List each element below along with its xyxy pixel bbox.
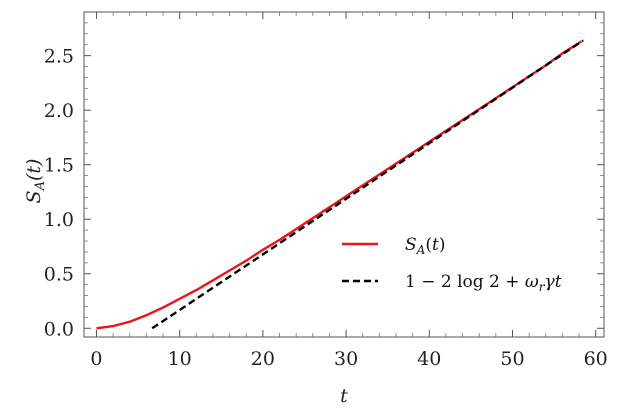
- x-axis-label: t: [340, 385, 348, 407]
- legend-label-sa: SA(t): [405, 235, 445, 257]
- plot-frame: [83, 11, 605, 338]
- axis-ticks: [84, 12, 604, 337]
- x-tick-label: 60: [584, 348, 608, 370]
- y-axis-label: SA(t): [23, 159, 48, 204]
- y-axis-label-subscript: A: [33, 181, 48, 191]
- y-tick-label: 0.0: [44, 318, 74, 340]
- x-tick-label: 10: [168, 348, 192, 370]
- y-axis-label-arg: (t): [23, 159, 45, 181]
- series-lines: [96, 39, 584, 330]
- axis-tick-labels: 0 10 20 30 40 50 60 0.0 0.5 1.0 1.5 2.0 2.5: [44, 46, 608, 370]
- x-tick-label: 20: [251, 348, 275, 370]
- y-tick-label: 2.5: [44, 46, 74, 68]
- series-line-sa: [96, 40, 583, 330]
- legend-label-asymptote: 1 − 2 log 2 + ωrγt: [405, 272, 562, 294]
- y-tick-label: 1.0: [44, 209, 74, 231]
- y-tick-label: 2.0: [44, 100, 74, 122]
- x-tick-label: 40: [417, 348, 441, 370]
- series-line-asymptote: [151, 39, 584, 330]
- y-tick-label: 1.5: [44, 155, 74, 177]
- y-tick-label: 0.5: [44, 264, 74, 286]
- x-tick-label: 30: [334, 348, 358, 370]
- x-tick-label: 50: [500, 348, 524, 370]
- legend: SA(t) 1 − 2 log 2 + ωrγt: [342, 235, 562, 294]
- x-tick-label: 0: [90, 348, 102, 370]
